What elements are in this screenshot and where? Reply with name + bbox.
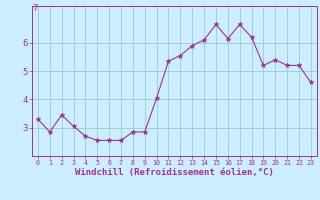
X-axis label: Windchill (Refroidissement éolien,°C): Windchill (Refroidissement éolien,°C) [75,168,274,177]
Text: 7: 7 [32,4,37,13]
